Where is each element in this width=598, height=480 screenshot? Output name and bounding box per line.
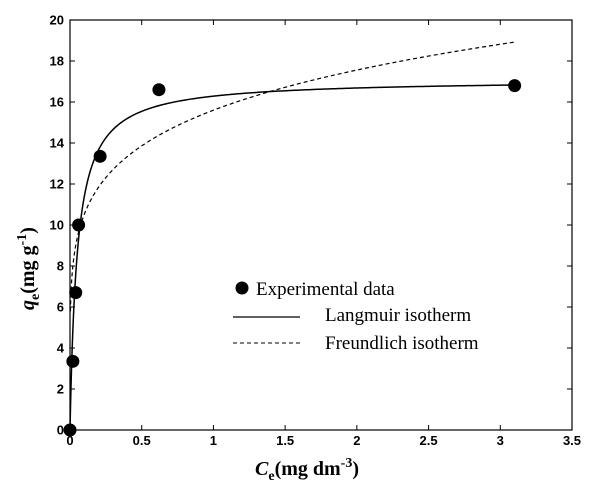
legend-label-freundlich: Freundlich isotherm xyxy=(325,333,479,354)
x-tick-label: 2 xyxy=(353,433,360,448)
y-axis-title-main: q xyxy=(17,300,39,310)
x-tick-label: 1.5 xyxy=(276,433,294,448)
y-tick-label: 18 xyxy=(50,54,64,69)
legend-label-langmuir: Langmuir isotherm xyxy=(325,305,471,326)
y-tick-label: 4 xyxy=(57,341,65,356)
y-tick-label: 6 xyxy=(57,300,64,315)
y-ticks: 0 2 4 6 8 10 12 14 16 18 20 xyxy=(50,13,572,438)
y-axis-title: qe(mg g-1) xyxy=(15,227,43,310)
x-tick-label: 0 xyxy=(66,433,73,448)
y-tick-label: 8 xyxy=(57,259,64,274)
x-axis-title-end: ) xyxy=(352,458,359,480)
points-layer xyxy=(63,79,522,437)
y-axis-title-sup: -1 xyxy=(15,234,30,246)
x-axis-title-rest: (mg dm xyxy=(275,458,341,480)
langmuir-curve xyxy=(69,84,515,430)
data-point xyxy=(152,83,166,97)
y-tick-label: 14 xyxy=(50,136,65,151)
y-axis-title-end: ) xyxy=(17,227,39,234)
data-point xyxy=(66,354,80,368)
legend: Experimental data Langmuir isotherm Freu… xyxy=(233,279,479,354)
y-tick-label: 2 xyxy=(57,382,64,397)
x-axis-title-sup: -3 xyxy=(341,456,353,471)
data-point xyxy=(508,79,522,93)
data-point xyxy=(93,149,107,163)
curves-layer xyxy=(69,41,515,430)
x-axis-title-sub: e xyxy=(268,469,274,480)
x-tick-label: 3 xyxy=(497,433,504,448)
x-tick-label: 0.5 xyxy=(133,433,151,448)
data-point xyxy=(69,286,83,300)
y-axis-title-sub: e xyxy=(28,294,43,300)
x-tick-label: 1 xyxy=(210,433,217,448)
data-point xyxy=(72,218,86,232)
legend-marker-experimental xyxy=(235,281,249,295)
freundlich-curve xyxy=(69,41,515,312)
x-axis-title: Ce(mg dm-3) xyxy=(255,456,359,480)
y-tick-label: 12 xyxy=(50,177,64,192)
legend-label-experimental: Experimental data xyxy=(256,279,395,300)
y-tick-label: 10 xyxy=(50,218,64,233)
x-axis-title-main: C xyxy=(255,458,269,480)
x-tick-label: 2.5 xyxy=(420,433,438,448)
y-tick-label: 20 xyxy=(50,13,64,28)
y-tick-label: 0 xyxy=(57,423,64,438)
x-tick-label: 3.5 xyxy=(563,433,581,448)
plot-frame xyxy=(69,19,573,431)
x-ticks: 0 0.5 1 1.5 2 2.5 3 3.5 xyxy=(66,20,581,448)
y-tick-label: 16 xyxy=(50,95,64,110)
y-axis-title-rest: (mg g xyxy=(17,245,39,293)
